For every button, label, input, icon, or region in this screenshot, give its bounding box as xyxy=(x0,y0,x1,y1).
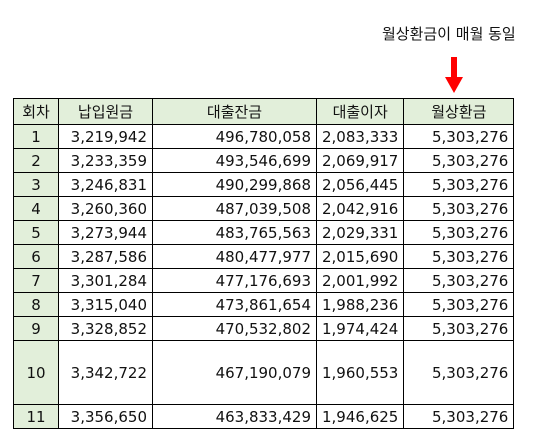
installment-cell: 9 xyxy=(13,316,59,341)
header-principal: 납입원금 xyxy=(58,98,153,125)
payment-cell: 5,303,276 xyxy=(403,404,515,429)
header-monthly-payment: 월상환금 xyxy=(403,98,515,125)
interest-cell: 1,946,625 xyxy=(315,404,405,429)
interest-cell: 2,069,917 xyxy=(315,148,405,173)
payment-cell: 5,303,276 xyxy=(403,220,515,245)
table-row: 2 3,233,359 493,546,699 2,069,917 5,303,… xyxy=(13,148,515,173)
principal-cell: 3,356,650 xyxy=(58,404,153,429)
installment-cell: 11 xyxy=(13,404,59,429)
balance-cell: 467,190,079 xyxy=(152,340,317,405)
loan-schedule-table: 회차 납입원금 대출잔금 대출이자 월상환금 1 3,219,942 496,7… xyxy=(13,98,515,429)
table-row: 10 3,342,722 467,190,079 1,960,553 5,303… xyxy=(13,340,515,405)
table-row: 3 3,246,831 490,299,868 2,056,445 5,303,… xyxy=(13,172,515,197)
balance-cell: 487,039,508 xyxy=(152,196,317,221)
principal-cell: 3,246,831 xyxy=(58,172,153,197)
balance-cell: 473,861,654 xyxy=(152,292,317,317)
table-row: 11 3,356,650 463,833,429 1,946,625 5,303… xyxy=(13,404,515,429)
principal-cell: 3,342,722 xyxy=(58,340,153,405)
header-row: 회차 납입원금 대출잔금 대출이자 월상환금 xyxy=(13,98,515,125)
interest-cell: 1,988,236 xyxy=(315,292,405,317)
installment-cell: 7 xyxy=(13,268,59,293)
balance-cell: 477,176,693 xyxy=(152,268,317,293)
balance-cell: 493,546,699 xyxy=(152,148,317,173)
balance-cell: 470,532,802 xyxy=(152,316,317,341)
interest-cell: 2,083,333 xyxy=(315,124,405,149)
header-balance: 대출잔금 xyxy=(152,98,317,125)
table-row: 6 3,287,586 480,477,977 2,015,690 5,303,… xyxy=(13,244,515,269)
balance-cell: 483,765,563 xyxy=(152,220,317,245)
installment-cell: 4 xyxy=(13,196,59,221)
interest-cell: 2,042,916 xyxy=(315,196,405,221)
payment-cell: 5,303,276 xyxy=(403,244,515,269)
installment-cell: 3 xyxy=(13,172,59,197)
payment-cell: 5,303,276 xyxy=(403,316,515,341)
table-row: 7 3,301,284 477,176,693 2,001,992 5,303,… xyxy=(13,268,515,293)
down-arrow-icon xyxy=(445,57,463,93)
balance-cell: 463,833,429 xyxy=(152,404,317,429)
principal-cell: 3,287,586 xyxy=(58,244,153,269)
balance-cell: 480,477,977 xyxy=(152,244,317,269)
payment-cell: 5,303,276 xyxy=(403,148,515,173)
table-row: 1 3,219,942 496,780,058 2,083,333 5,303,… xyxy=(13,124,515,149)
interest-cell: 2,056,445 xyxy=(315,172,405,197)
principal-cell: 3,233,359 xyxy=(58,148,153,173)
principal-cell: 3,273,944 xyxy=(58,220,153,245)
principal-cell: 3,315,040 xyxy=(58,292,153,317)
principal-cell: 3,301,284 xyxy=(58,268,153,293)
payment-cell: 5,303,276 xyxy=(403,124,515,149)
payment-cell: 5,303,276 xyxy=(403,292,515,317)
installment-cell: 1 xyxy=(13,124,59,149)
table-row: 5 3,273,944 483,765,563 2,029,331 5,303,… xyxy=(13,220,515,245)
payment-cell: 5,303,276 xyxy=(403,196,515,221)
header-installment: 회차 xyxy=(13,98,59,125)
annotation-text: 월상환금이 매월 동일 xyxy=(382,25,516,43)
balance-cell: 490,299,868 xyxy=(152,172,317,197)
principal-cell: 3,219,942 xyxy=(58,124,153,149)
interest-cell: 2,001,992 xyxy=(315,268,405,293)
balance-cell: 496,780,058 xyxy=(152,124,317,149)
interest-cell: 2,029,331 xyxy=(315,220,405,245)
payment-cell: 5,303,276 xyxy=(403,268,515,293)
table-row: 9 3,328,852 470,532,802 1,974,424 5,303,… xyxy=(13,316,515,341)
interest-cell: 1,960,553 xyxy=(315,340,405,405)
installment-cell: 8 xyxy=(13,292,59,317)
table-row: 4 3,260,360 487,039,508 2,042,916 5,303,… xyxy=(13,196,515,221)
installment-cell: 5 xyxy=(13,220,59,245)
payment-cell: 5,303,276 xyxy=(403,340,515,405)
principal-cell: 3,260,360 xyxy=(58,196,153,221)
principal-cell: 3,328,852 xyxy=(58,316,153,341)
installment-cell: 10 xyxy=(13,340,59,405)
installment-cell: 2 xyxy=(13,148,59,173)
header-interest: 대출이자 xyxy=(315,98,405,125)
interest-cell: 2,015,690 xyxy=(315,244,405,269)
interest-cell: 1,974,424 xyxy=(315,316,405,341)
table-row: 8 3,315,040 473,861,654 1,988,236 5,303,… xyxy=(13,292,515,317)
installment-cell: 6 xyxy=(13,244,59,269)
payment-cell: 5,303,276 xyxy=(403,172,515,197)
